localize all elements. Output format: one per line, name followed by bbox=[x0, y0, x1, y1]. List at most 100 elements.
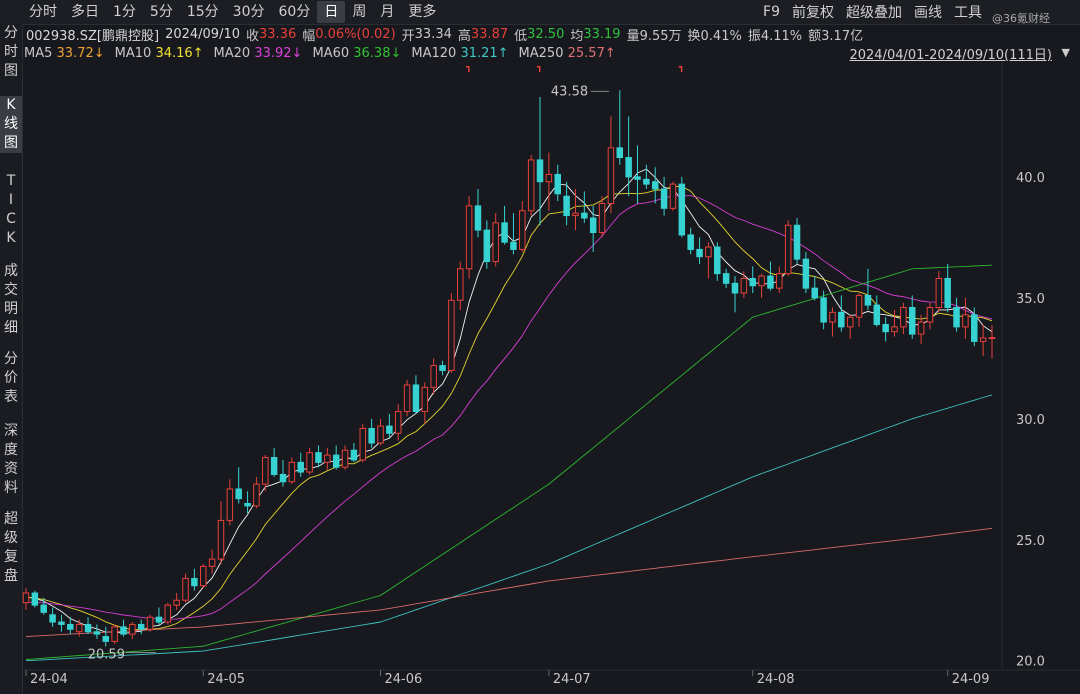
candle-body bbox=[722, 273, 730, 284]
ma-legend: MA5 33.72↓ MA10 34.16↑ MA20 33.92↓ MA60 … bbox=[24, 44, 626, 62]
toolbar-item-4[interactable]: 工具 bbox=[954, 5, 982, 21]
candle-body bbox=[988, 337, 996, 340]
candle-body bbox=[465, 205, 473, 270]
high-label: 高 bbox=[457, 28, 471, 44]
sidebar-tab-3[interactable]: 成 交 明 细 bbox=[4, 263, 18, 336]
period-tab-5[interactable]: 30分 bbox=[232, 4, 265, 20]
candle-body bbox=[873, 304, 881, 325]
candle-body bbox=[84, 623, 92, 633]
sidebar-tab-1[interactable]: K 线 图 bbox=[0, 96, 22, 153]
candle-body bbox=[49, 614, 56, 623]
period-tab-6[interactable]: 60分 bbox=[278, 4, 311, 20]
ma-line-ma5 bbox=[25, 168, 993, 635]
sidebar-tab-5[interactable]: 深 度 资 料 bbox=[4, 423, 18, 496]
open-label: 开 bbox=[401, 28, 415, 44]
y-tick-label: 25.0 bbox=[1016, 534, 1045, 549]
watermark: @36氪财经 bbox=[992, 12, 1050, 25]
candle-body bbox=[253, 483, 260, 507]
period-tab-10[interactable]: 更多 bbox=[408, 4, 437, 20]
candle-body bbox=[740, 277, 748, 294]
open-value: 33.34 bbox=[414, 26, 452, 42]
period-tab-7[interactable]: 日 bbox=[317, 1, 346, 23]
candle-body bbox=[962, 314, 969, 328]
turnover-value: 换0.41% bbox=[687, 28, 742, 44]
candle-body bbox=[846, 316, 854, 328]
period-tab-1[interactable]: 多日 bbox=[71, 4, 99, 20]
candle-body bbox=[129, 623, 136, 635]
close-value: 33.36 bbox=[259, 26, 297, 42]
change-label: 幅 bbox=[302, 28, 316, 44]
x-tick-label: 24-09 bbox=[952, 672, 990, 687]
change-value: 0.06%(0.02) bbox=[315, 26, 396, 42]
candle-body bbox=[616, 147, 624, 159]
candle-body bbox=[696, 248, 703, 258]
low-label: 低 bbox=[514, 28, 528, 44]
ma-line-ma20 bbox=[25, 195, 993, 620]
candle-body bbox=[288, 461, 296, 483]
x-tick-label: 24-05 bbox=[207, 672, 245, 687]
candle-body bbox=[137, 623, 145, 630]
period-tab-3[interactable]: 5分 bbox=[149, 4, 173, 20]
candle-body bbox=[226, 488, 234, 521]
quote-date: 2024/09/10 bbox=[165, 26, 240, 42]
candle-body bbox=[776, 273, 783, 289]
period-tab-4[interactable]: 15分 bbox=[186, 4, 219, 20]
event-marker: ┓ bbox=[678, 63, 684, 73]
candle-body bbox=[536, 159, 544, 183]
candle-body bbox=[377, 425, 384, 444]
candle-body bbox=[855, 294, 863, 318]
period-tab-8[interactable]: 周 bbox=[352, 4, 367, 20]
period-tab-9[interactable]: 月 bbox=[380, 4, 395, 20]
toolbar-item-3[interactable]: 画线 bbox=[914, 5, 942, 21]
chevron-down-icon[interactable]: ▼ bbox=[1061, 46, 1070, 59]
candle-body bbox=[589, 217, 597, 234]
candle-body bbox=[350, 449, 358, 461]
candle-body bbox=[22, 592, 30, 604]
period-tab-2[interactable]: 1分 bbox=[113, 4, 136, 20]
sidebar-tab-0[interactable]: 分 时 图 bbox=[4, 25, 18, 79]
candle-body bbox=[182, 577, 189, 601]
toolbar-item-1[interactable]: 前复权 bbox=[792, 5, 834, 21]
candle-body bbox=[749, 277, 756, 287]
candle-body bbox=[527, 159, 535, 212]
candle-body bbox=[501, 222, 508, 243]
candle-body bbox=[421, 386, 429, 413]
candle-body bbox=[731, 282, 739, 294]
candle-body bbox=[811, 287, 818, 299]
toolbar-item-2[interactable]: 超级叠加 bbox=[846, 5, 902, 21]
candle-body bbox=[120, 626, 127, 635]
sidebar-tab-6[interactable]: 超 级 复 盘 bbox=[4, 511, 18, 584]
candle-body bbox=[891, 326, 898, 333]
max-price-label: 43.58 bbox=[551, 84, 588, 99]
x-tick-label: 24-04 bbox=[30, 672, 68, 687]
candle-body bbox=[164, 604, 172, 623]
ma-line-ma60 bbox=[25, 264, 993, 660]
candle-body bbox=[324, 454, 331, 463]
candle-body bbox=[802, 258, 810, 289]
ma20-label: MA20 33.92↓ bbox=[213, 45, 303, 61]
candle-body bbox=[572, 212, 579, 217]
candle-body bbox=[607, 147, 615, 204]
ma-line-ma120 bbox=[25, 394, 993, 662]
candle-body bbox=[492, 222, 499, 263]
candle-body bbox=[979, 337, 987, 342]
candle-body bbox=[315, 452, 322, 463]
toolbar-item-0[interactable]: F9 bbox=[763, 4, 780, 20]
period-tab-0[interactable]: 分时 bbox=[29, 4, 57, 20]
candle-body bbox=[341, 449, 349, 468]
candle-body bbox=[563, 195, 570, 217]
candle-body bbox=[155, 616, 163, 623]
event-marker: ┓ bbox=[465, 63, 471, 73]
amount-value: 额3.17亿 bbox=[808, 28, 864, 44]
date-range-selector[interactable]: 2024/04/01-2024/09/10(111日) bbox=[849, 48, 1052, 63]
candle-body bbox=[217, 519, 225, 560]
candle-body bbox=[935, 277, 943, 309]
amplitude-value: 振4.11% bbox=[747, 28, 803, 44]
candle-body bbox=[235, 488, 242, 500]
candle-body bbox=[332, 454, 340, 468]
sidebar-tab-4[interactable]: 分 价 表 bbox=[4, 351, 18, 405]
sidebar-tab-2[interactable]: T I C K bbox=[6, 173, 16, 246]
candle-body bbox=[678, 183, 686, 236]
candle-body bbox=[67, 623, 74, 630]
